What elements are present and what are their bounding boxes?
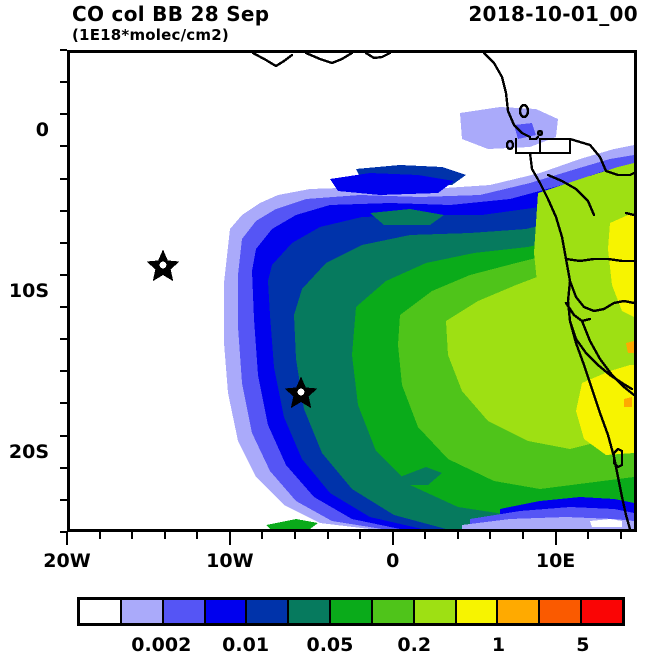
y-tick bbox=[60, 498, 67, 501]
colorbar-cell-0[interactable] bbox=[80, 600, 122, 623]
colorbar-cell-10[interactable] bbox=[498, 600, 541, 623]
page-title: CO col BB 28 Sep bbox=[72, 2, 270, 26]
x-tick bbox=[359, 532, 362, 539]
x-tick bbox=[619, 532, 622, 539]
units-label: (1E18*molec/cm2) bbox=[72, 26, 229, 44]
x-tick bbox=[587, 532, 590, 539]
y-tick-label: 0 bbox=[35, 119, 49, 142]
x-tick bbox=[489, 532, 492, 539]
colorbar-label-4: 1 bbox=[491, 634, 506, 656]
colorbar-cell-5[interactable] bbox=[289, 600, 332, 623]
colorbar-cell-4[interactable] bbox=[247, 600, 290, 623]
y-tick bbox=[60, 209, 67, 212]
colorbar-cell-1[interactable] bbox=[121, 600, 164, 623]
colorbar-cell-11[interactable] bbox=[540, 600, 583, 623]
colorbar-cell-2[interactable] bbox=[163, 600, 206, 623]
x-tick bbox=[522, 532, 524, 539]
y-tick bbox=[60, 241, 67, 244]
timestamp-label: 2018-10-01_00 bbox=[468, 2, 638, 26]
x-tick bbox=[456, 532, 459, 539]
y-tick bbox=[60, 466, 67, 469]
colorbar-label-3: 0.2 bbox=[397, 634, 432, 656]
x-tick bbox=[228, 532, 231, 545]
map-raster bbox=[70, 53, 634, 529]
x-tick bbox=[326, 532, 329, 539]
colorbar-cell-9[interactable] bbox=[456, 600, 499, 623]
y-tick bbox=[60, 370, 67, 373]
colorbar-label-0: 0.002 bbox=[131, 634, 192, 656]
y-tick bbox=[60, 145, 67, 148]
x-tick bbox=[554, 532, 557, 545]
x-tick-label: 20W bbox=[43, 550, 91, 572]
y-tick-label: 20S bbox=[8, 440, 49, 463]
y-tick bbox=[60, 531, 67, 533]
y-tick bbox=[60, 402, 67, 405]
colorbar-label-2: 0.05 bbox=[306, 634, 354, 656]
x-tick bbox=[196, 532, 199, 539]
x-tick bbox=[163, 532, 166, 539]
x-tick bbox=[294, 532, 296, 539]
colorbar-cell-8[interactable] bbox=[414, 600, 457, 623]
y-tick bbox=[60, 113, 67, 116]
y-tick bbox=[60, 338, 67, 341]
x-tick-label: 10W bbox=[206, 550, 254, 572]
x-tick bbox=[261, 532, 264, 539]
map-plot-panel[interactable] bbox=[67, 50, 637, 532]
y-tick bbox=[60, 273, 67, 276]
y-tick bbox=[60, 177, 67, 180]
x-tick bbox=[98, 532, 101, 539]
x-tick-label: 10E bbox=[535, 550, 576, 572]
colorbar-cell-12[interactable] bbox=[582, 600, 622, 623]
colorbar-cell-6[interactable] bbox=[331, 600, 373, 623]
station-markers bbox=[146, 249, 318, 409]
colorbar-label-1: 0.01 bbox=[222, 634, 270, 656]
x-tick bbox=[424, 532, 427, 539]
y-tick bbox=[60, 49, 67, 51]
x-tick bbox=[131, 532, 134, 539]
x-tick bbox=[66, 532, 68, 545]
x-tick-label: 0 bbox=[386, 550, 400, 572]
y-tick-label: 10S bbox=[8, 280, 49, 302]
x-tick bbox=[391, 532, 394, 545]
y-tick bbox=[60, 434, 67, 437]
y-tick bbox=[60, 306, 67, 309]
colorbar-cell-3[interactable] bbox=[205, 600, 248, 623]
colorbar-label-5: 5 bbox=[576, 634, 590, 656]
colorbar[interactable] bbox=[77, 597, 625, 626]
y-tick bbox=[60, 81, 67, 84]
colorbar-cell-7[interactable] bbox=[372, 600, 415, 623]
